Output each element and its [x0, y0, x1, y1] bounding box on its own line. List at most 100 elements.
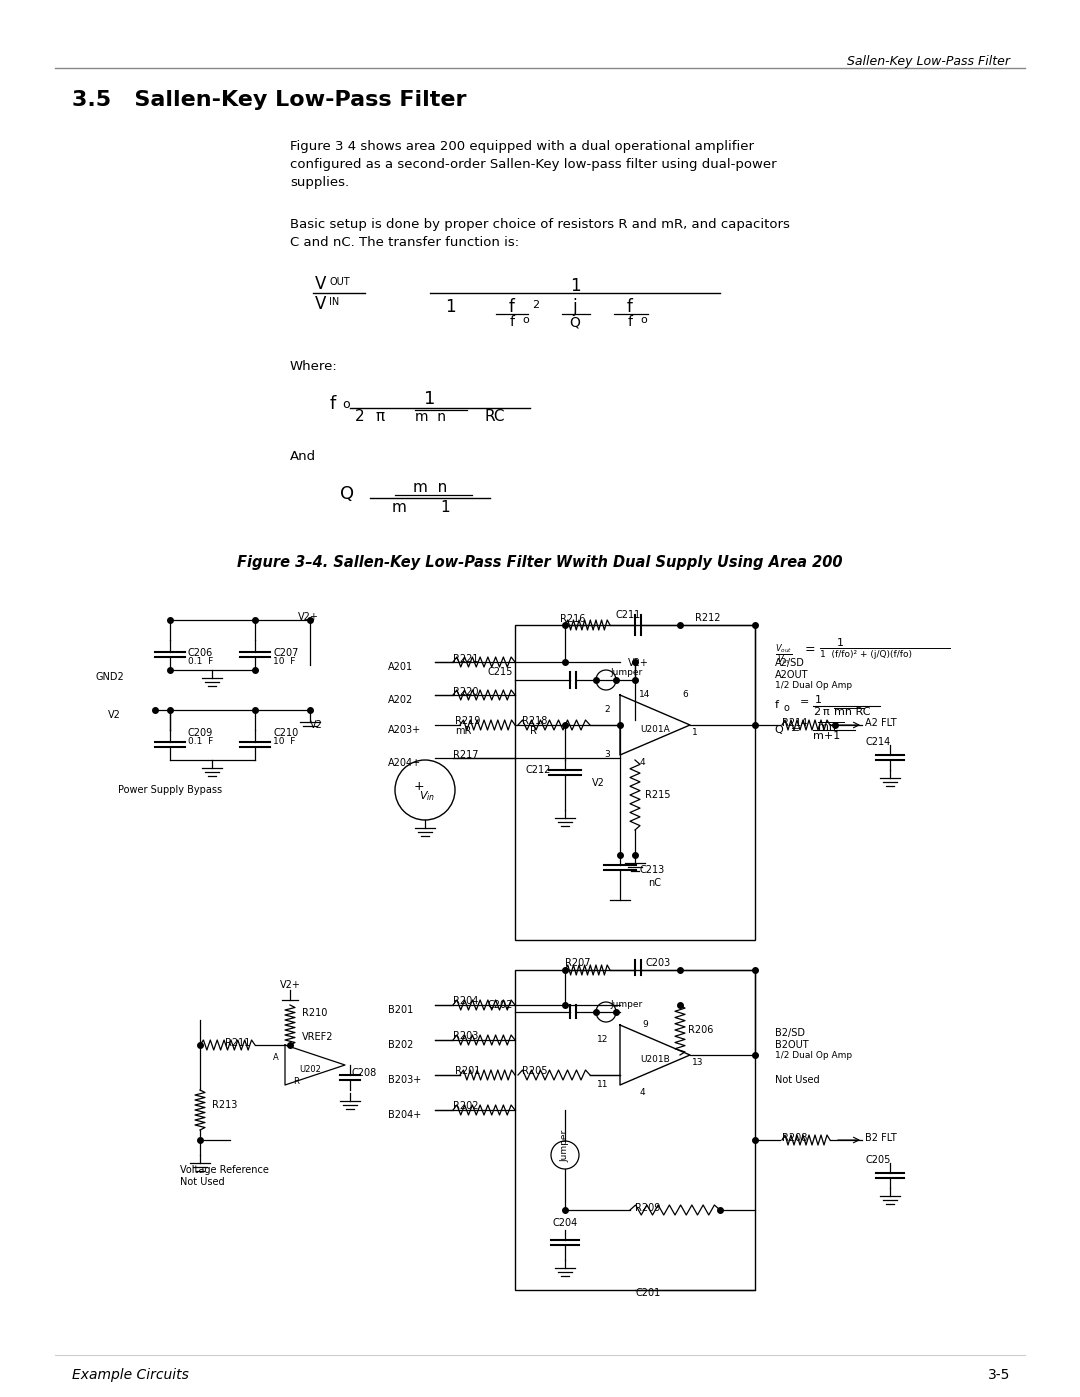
Text: B204+: B204+	[388, 1111, 421, 1120]
Text: Not Used: Not Used	[180, 1178, 225, 1187]
Text: R209: R209	[635, 1203, 660, 1213]
Bar	[515, 624, 755, 940]
Text: 10  F: 10 F	[273, 657, 295, 666]
Text: Figure 3–4. Sallen-Key Low-Pass Filter Wwith Dual Supply Using Area 200: Figure 3–4. Sallen-Key Low-Pass Filter W…	[238, 555, 842, 570]
Text: C213: C213	[640, 865, 665, 875]
Text: R212: R212	[696, 613, 720, 623]
Text: R: R	[530, 726, 537, 736]
Text: 11: 11	[596, 1080, 608, 1090]
Text: C and nC. The transfer function is:: C and nC. The transfer function is:	[291, 236, 519, 249]
Text: And: And	[291, 450, 316, 462]
Text: Voltage Reference: Voltage Reference	[180, 1165, 269, 1175]
Text: Jumper: Jumper	[610, 1000, 643, 1009]
Text: m  n: m n	[413, 481, 447, 495]
Text: o: o	[783, 703, 788, 712]
Text: B203+: B203+	[388, 1076, 421, 1085]
Text: B202: B202	[388, 1039, 414, 1051]
Text: 1/2 Dual Op Amp: 1/2 Dual Op Amp	[775, 1051, 852, 1060]
Text: 12: 12	[596, 1035, 608, 1044]
Text: configured as a second-order Sallen-Key low-pass filter using dual-power: configured as a second-order Sallen-Key …	[291, 158, 777, 170]
Text: U202: U202	[299, 1065, 321, 1073]
Text: mn: mn	[818, 722, 836, 732]
Text: π: π	[375, 409, 384, 425]
Text: C211: C211	[615, 610, 640, 620]
Text: V2+: V2+	[627, 658, 649, 668]
Text: 1: 1	[445, 298, 456, 316]
Text: R214: R214	[782, 718, 808, 728]
Text: 10  F: 10 F	[273, 738, 295, 746]
Text: Power Supply Bypass: Power Supply Bypass	[118, 785, 222, 795]
Bar	[515, 970, 755, 1289]
Text: 1: 1	[424, 390, 435, 408]
Text: A: A	[273, 1053, 279, 1062]
Text: f: f	[509, 298, 515, 316]
Text: GND2: GND2	[95, 672, 124, 682]
Text: C215: C215	[488, 666, 513, 678]
Text: f: f	[627, 314, 633, 330]
Text: U201B: U201B	[640, 1055, 670, 1063]
Text: R211: R211	[225, 1038, 251, 1048]
Text: B2OUT: B2OUT	[775, 1039, 809, 1051]
Text: C207: C207	[273, 648, 298, 658]
Text: 3-5: 3-5	[987, 1368, 1010, 1382]
Text: V: V	[315, 295, 326, 313]
Text: Basic setup is done by proper choice of resistors R and mR, and capacitors: Basic setup is done by proper choice of …	[291, 218, 789, 231]
Text: R202: R202	[453, 1101, 478, 1111]
Text: C202: C202	[488, 1000, 513, 1010]
Text: B201: B201	[388, 1004, 414, 1016]
Text: 4: 4	[640, 1088, 646, 1097]
Text: Q: Q	[340, 485, 354, 503]
Text: C206: C206	[188, 648, 213, 658]
Text: Jumper: Jumper	[610, 668, 643, 678]
Text: C208: C208	[352, 1067, 377, 1078]
Text: o: o	[640, 314, 647, 326]
Text: R219: R219	[455, 717, 481, 726]
Text: V2+: V2+	[280, 981, 300, 990]
Text: 2: 2	[813, 707, 820, 717]
Text: R204: R204	[453, 996, 478, 1006]
Text: C210: C210	[273, 728, 298, 738]
Text: f: f	[330, 395, 336, 414]
Text: 2: 2	[532, 300, 539, 310]
Text: 1  (f/fo)² + (j/Q)(f/fo): 1 (f/fo)² + (j/Q)(f/fo)	[820, 650, 912, 659]
Text: C204: C204	[552, 1218, 578, 1228]
Text: IN: IN	[329, 298, 339, 307]
Text: m: m	[392, 500, 407, 515]
Text: RC: RC	[485, 409, 505, 425]
Text: 1/2 Dual Op Amp: 1/2 Dual Op Amp	[775, 680, 852, 690]
Text: R207: R207	[565, 958, 591, 968]
Text: 14: 14	[639, 690, 650, 698]
Text: R220: R220	[453, 687, 478, 697]
Text: C203: C203	[645, 958, 671, 968]
Text: 1: 1	[837, 638, 843, 648]
Text: R206: R206	[688, 1025, 714, 1035]
Text: $\frac{V_{out}}{V_{in}}$: $\frac{V_{out}}{V_{in}}$	[775, 643, 793, 666]
Text: A2/SD: A2/SD	[775, 658, 805, 668]
Text: R201: R201	[455, 1066, 481, 1076]
Text: Sallen-Key Low-Pass Filter: Sallen-Key Low-Pass Filter	[847, 54, 1010, 68]
Text: V2: V2	[592, 778, 605, 788]
Text: C214: C214	[865, 738, 890, 747]
Text: R205: R205	[522, 1066, 548, 1076]
Text: m  n: m n	[415, 409, 446, 425]
Text: j: j	[572, 298, 578, 316]
Text: R: R	[293, 1077, 299, 1085]
Text: A2 FLT: A2 FLT	[865, 718, 896, 728]
Text: B2 FLT: B2 FLT	[865, 1133, 896, 1143]
Text: A202: A202	[388, 694, 414, 705]
Text: R215: R215	[645, 789, 671, 800]
Text: f: f	[627, 298, 633, 316]
Text: V: V	[315, 275, 326, 293]
Text: 4: 4	[640, 759, 646, 767]
Text: C209: C209	[188, 728, 213, 738]
Text: 9: 9	[643, 1020, 648, 1030]
Text: π: π	[823, 707, 829, 717]
Text: V2: V2	[108, 710, 121, 719]
Text: R217: R217	[453, 750, 478, 760]
Text: 3: 3	[604, 750, 610, 759]
Text: mn RC: mn RC	[834, 707, 870, 717]
Text: B2/SD: B2/SD	[775, 1028, 805, 1038]
Text: R213: R213	[212, 1099, 238, 1111]
Text: Where:: Where:	[291, 360, 338, 373]
Text: nC: nC	[648, 877, 661, 888]
